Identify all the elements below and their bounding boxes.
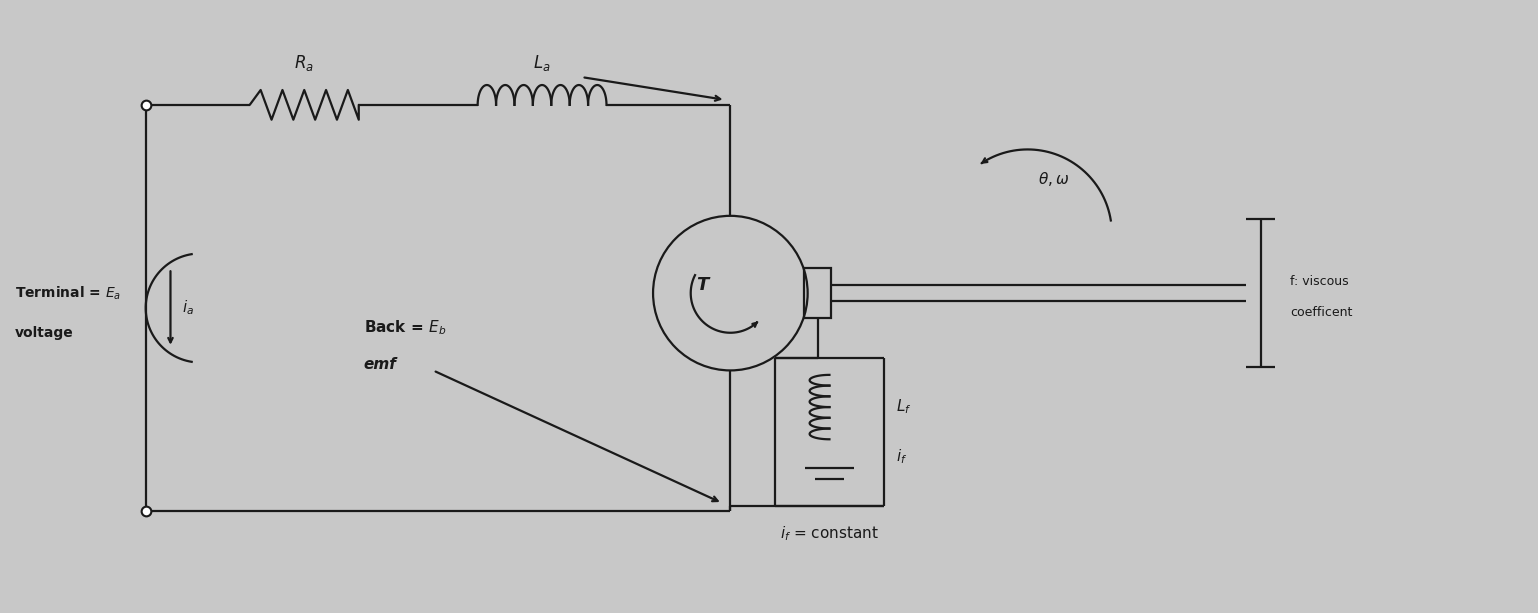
- Text: Terminal = $E_a$: Terminal = $E_a$: [15, 284, 122, 302]
- Text: T: T: [697, 276, 709, 294]
- Bar: [804, 268, 832, 318]
- Text: voltage: voltage: [15, 326, 74, 340]
- Text: $R_a$: $R_a$: [294, 53, 314, 73]
- Text: Back = $E_b$: Back = $E_b$: [363, 319, 446, 337]
- Text: emf: emf: [363, 357, 397, 372]
- Text: $i_f$ = constant: $i_f$ = constant: [780, 525, 878, 543]
- Text: f: viscous: f: viscous: [1290, 275, 1349, 287]
- Text: $\theta,\omega$: $\theta,\omega$: [1038, 170, 1069, 188]
- Text: coefficent: coefficent: [1290, 306, 1352, 319]
- Text: $i_f$: $i_f$: [895, 447, 907, 466]
- Text: $i_a$: $i_a$: [183, 299, 194, 318]
- Text: $L_a$: $L_a$: [534, 53, 551, 73]
- Text: $L_f$: $L_f$: [895, 398, 912, 416]
